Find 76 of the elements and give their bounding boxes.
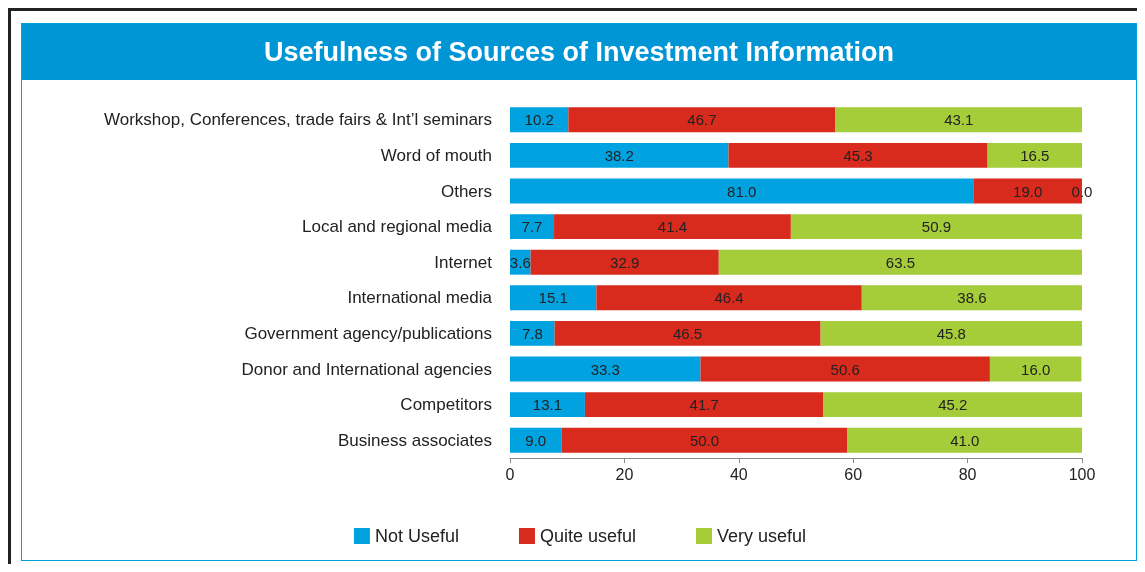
data-label: 63.5: [885, 253, 915, 271]
bar: [530, 249, 719, 275]
bar: [584, 392, 824, 418]
x-tick-label: 40: [729, 465, 748, 483]
bar: [790, 214, 1082, 240]
legend-label: Not Useful: [374, 526, 459, 546]
data-label: 7.8: [521, 324, 543, 342]
bar: [510, 356, 701, 382]
bar: [728, 142, 988, 168]
x-tick-label: 100: [1068, 465, 1096, 483]
data-label: 41.0: [950, 431, 980, 449]
data-label: 16.0: [1021, 360, 1051, 378]
bar: [987, 142, 1082, 168]
data-label: 33.3: [590, 360, 620, 378]
x-tick-label: 20: [615, 465, 634, 483]
y-tick-label: Internet: [434, 252, 493, 272]
bar: [568, 107, 836, 133]
bar: [554, 320, 821, 346]
bar: [510, 392, 585, 418]
x-tick-label: 80: [958, 465, 977, 483]
data-label: 43.1: [944, 111, 974, 129]
bar: [510, 285, 597, 311]
data-label: 41.4: [657, 218, 688, 236]
data-label: 45.2: [938, 396, 968, 414]
chart-title: Usefulness of Sources of Investment Information: [22, 24, 1136, 80]
x-tick-label: 0: [505, 465, 515, 483]
data-label: 50.9: [921, 218, 952, 236]
data-label: 13.1: [532, 396, 563, 414]
data-label: 0.0: [1071, 182, 1093, 200]
data-label: 7.7: [521, 218, 543, 236]
legend-label: Quite useful: [539, 526, 637, 546]
data-label: 50.6: [830, 360, 860, 378]
data-label: 50.0: [689, 431, 720, 449]
bar: [510, 320, 555, 346]
bar: [596, 285, 862, 311]
y-tick-label: International media: [347, 288, 493, 308]
y-tick-label: Business associates: [337, 430, 492, 450]
data-label: 19.0: [1013, 182, 1043, 200]
bar: [510, 178, 974, 204]
y-tick-label: Word of mouth: [380, 145, 492, 165]
bar: [835, 107, 1082, 133]
data-label: 32.9: [610, 253, 640, 271]
data-label: 46.4: [714, 289, 744, 307]
y-tick-label: Workshop, Conferences, trade fairs & Int’l seminars: [103, 110, 492, 130]
data-label: 16.5: [1020, 146, 1050, 164]
y-tick-label: Government agency/publications: [244, 323, 492, 343]
bar: [820, 320, 1082, 346]
data-label: 10.2: [524, 111, 554, 129]
bar: [823, 392, 1082, 418]
bar: [700, 356, 990, 382]
data-label: 46.5: [673, 324, 703, 342]
data-label: 15.1: [538, 289, 568, 307]
data-label: 38.6: [957, 289, 987, 307]
bar: [510, 214, 555, 240]
data-label: 9.0: [525, 431, 547, 449]
y-tick-label: Donor and International agencies: [241, 359, 492, 379]
bar: [847, 427, 1082, 453]
y-tick-label: Local and regional media: [302, 217, 493, 237]
data-label: 46.7: [687, 111, 717, 129]
bar: [510, 427, 562, 453]
bar: [718, 249, 1082, 275]
legend-label: Very useful: [717, 526, 807, 546]
data-label: 38.2: [604, 146, 634, 164]
data-label: 45.8: [936, 324, 966, 342]
bar: [561, 427, 848, 453]
bar: [510, 142, 729, 168]
y-tick-label: Others: [440, 181, 492, 201]
data-label: 41.7: [689, 396, 719, 414]
bar: [554, 214, 791, 240]
data-label: 81.0: [727, 182, 757, 200]
x-tick-label: 60: [844, 465, 863, 483]
data-label: 45.3: [843, 146, 873, 164]
bar: [861, 285, 1082, 311]
y-tick-label: Competitors: [400, 395, 492, 415]
data-label: 3.6: [509, 253, 531, 271]
bar: [510, 107, 569, 133]
